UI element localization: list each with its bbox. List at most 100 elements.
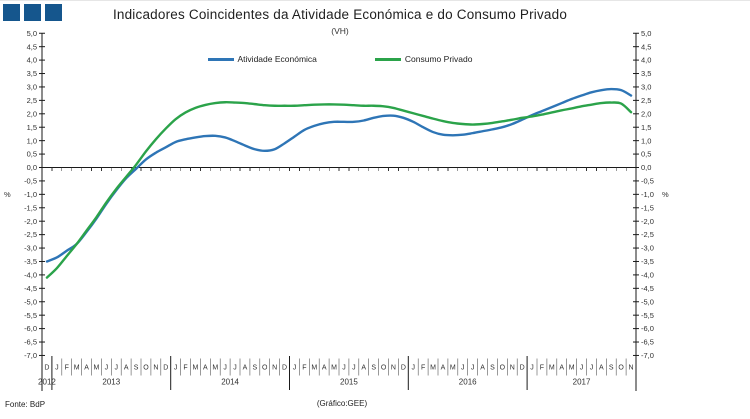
svg-text:N: N (510, 365, 515, 372)
svg-text:3,5: 3,5 (641, 69, 651, 78)
svg-text:-5,0: -5,0 (641, 297, 654, 306)
svg-text:M: M (450, 365, 456, 372)
svg-text:2,5: 2,5 (641, 96, 651, 105)
svg-text:J: J (471, 365, 475, 372)
svg-text:A: A (559, 365, 564, 372)
svg-text:2015: 2015 (340, 378, 358, 387)
svg-text:-7,0: -7,0 (641, 351, 654, 360)
legend: Atividade Económica Consumo Privado (0, 54, 680, 64)
svg-text:1,0: 1,0 (27, 136, 37, 145)
svg-text:-6,0: -6,0 (24, 324, 37, 333)
legend-label-atividade-economica: Atividade Económica (237, 54, 317, 64)
credit-note: (Gráfico:GEE) (316, 399, 368, 408)
axes (41, 33, 637, 391)
svg-text:-5,5: -5,5 (641, 311, 654, 320)
svg-text:2017: 2017 (573, 378, 591, 387)
svg-text:4,0: 4,0 (27, 56, 37, 65)
svg-text:M: M (193, 365, 199, 372)
svg-text:A: A (322, 365, 327, 372)
svg-text:M: M (311, 365, 317, 372)
svg-text:4,0: 4,0 (641, 56, 651, 65)
svg-text:J: J (580, 365, 584, 372)
legend-label-consumo-privado: Consumo Privado (404, 54, 473, 64)
logo-squares (3, 4, 62, 21)
svg-text:-3,0: -3,0 (24, 244, 37, 253)
svg-text:J: J (174, 365, 178, 372)
svg-text:-6,5: -6,5 (24, 338, 37, 347)
svg-text:A: A (84, 365, 89, 372)
svg-text:-2,0: -2,0 (24, 217, 37, 226)
svg-text:O: O (618, 365, 624, 372)
svg-text:M: M (74, 365, 80, 372)
svg-text:S: S (371, 365, 376, 372)
year-labels: 2012 2013 2014 2015 2016 2017 (38, 378, 591, 387)
svg-text:0,5: 0,5 (27, 150, 37, 159)
svg-text:A: A (203, 365, 208, 372)
svg-text:2,0: 2,0 (641, 109, 651, 118)
svg-text:N: N (629, 365, 634, 372)
svg-text:A: A (480, 365, 485, 372)
svg-text:%: % (662, 190, 669, 199)
series-line-atividade-econ-mica (45, 87, 633, 263)
svg-text:N: N (272, 365, 277, 372)
svg-text:1,5: 1,5 (27, 123, 37, 132)
logo-square-icon (24, 4, 41, 21)
svg-text:M: M (430, 365, 436, 372)
svg-text:F: F (421, 365, 425, 372)
svg-text:O: O (500, 365, 506, 372)
svg-text:S: S (609, 365, 614, 372)
svg-text:-0,5: -0,5 (24, 177, 37, 186)
svg-text:-1,0: -1,0 (24, 190, 37, 199)
svg-text:M: M (212, 365, 218, 372)
svg-text:2014: 2014 (221, 378, 239, 387)
svg-text:J: J (293, 365, 297, 372)
svg-text:-2,5: -2,5 (641, 230, 654, 239)
svg-text:0,5: 0,5 (641, 150, 651, 159)
svg-text:D: D (282, 365, 287, 372)
svg-text:1,5: 1,5 (641, 123, 651, 132)
svg-text:D: D (401, 365, 406, 372)
svg-text:F: F (302, 365, 306, 372)
svg-text:O: O (262, 365, 268, 372)
svg-text:M: M (569, 365, 575, 372)
svg-text:A: A (599, 365, 604, 372)
svg-text:-0,5: -0,5 (641, 177, 654, 186)
svg-text:-2,0: -2,0 (641, 217, 654, 226)
legend-item-atividade-economica: Atividade Económica (207, 54, 317, 64)
y-axis-labels: 5,0 5,0 4,5 4,5 4,0 4,0 3,5 3,5 3,0 3,0 2,5 2,5 2,0 2… (4, 29, 669, 360)
svg-text:-1,0: -1,0 (641, 190, 654, 199)
svg-text:-4,0: -4,0 (641, 271, 654, 280)
svg-text:-3,5: -3,5 (24, 257, 37, 266)
logo-square-icon (45, 4, 62, 21)
svg-text:S: S (253, 365, 258, 372)
svg-text:S: S (490, 365, 495, 372)
svg-text:2013: 2013 (102, 378, 120, 387)
svg-text:S: S (134, 365, 139, 372)
svg-text:J: J (590, 365, 594, 372)
logo-square-icon (3, 4, 20, 21)
svg-text:-5,0: -5,0 (24, 297, 37, 306)
svg-text:J: J (55, 365, 59, 372)
svg-text:J: J (342, 365, 346, 372)
svg-text:-3,0: -3,0 (641, 244, 654, 253)
svg-text:A: A (361, 365, 366, 372)
svg-text:A: A (124, 365, 129, 372)
svg-text:-6,0: -6,0 (641, 324, 654, 333)
svg-text:D: D (520, 365, 525, 372)
legend-line-green-icon (374, 57, 401, 61)
legend-line-blue-icon (207, 57, 234, 61)
svg-text:-4,5: -4,5 (24, 284, 37, 293)
svg-text:F: F (65, 365, 69, 372)
svg-text:D: D (44, 365, 49, 372)
svg-text:2012: 2012 (38, 378, 56, 387)
svg-text:J: J (461, 365, 465, 372)
svg-text:J: J (412, 365, 416, 372)
svg-text:-1,5: -1,5 (24, 203, 37, 212)
svg-text:M: M (549, 365, 555, 372)
svg-text:-3,5: -3,5 (641, 257, 654, 266)
svg-text:2,5: 2,5 (27, 96, 37, 105)
svg-text:%: % (4, 190, 11, 199)
svg-text:3,5: 3,5 (27, 69, 37, 78)
